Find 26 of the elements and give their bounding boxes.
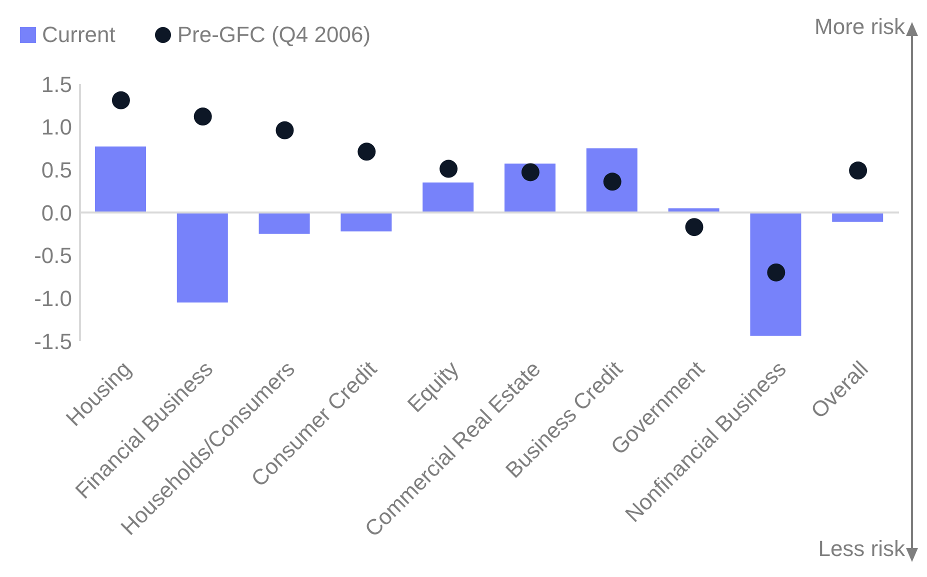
point	[440, 160, 458, 178]
y-tick-label: 1.5	[41, 72, 72, 97]
bar	[422, 182, 474, 212]
y-tick-label: -0.5	[34, 243, 72, 268]
bar	[340, 212, 392, 232]
y-tick-label: -1.0	[34, 286, 72, 311]
point	[358, 142, 376, 161]
bar	[95, 146, 146, 212]
legend-label: Pre-GFC (Q4 2006)	[176, 22, 371, 48]
point	[521, 163, 540, 182]
point	[276, 121, 294, 140]
text: More risk	[810, 14, 905, 40]
y-tick-label: 0.5	[41, 157, 72, 182]
point	[767, 263, 786, 282]
bar	[258, 212, 310, 234]
bar	[176, 212, 228, 302]
y-tick-label: -1.5	[34, 328, 72, 354]
legend-label: Current	[41, 22, 116, 48]
point	[849, 162, 868, 180]
point	[194, 108, 212, 126]
point	[685, 218, 704, 236]
text: Less risk	[814, 536, 905, 562]
y-tick-label: 1.0	[41, 114, 72, 140]
point	[112, 91, 130, 110]
bar	[750, 212, 802, 336]
y-tick-label: 0.0	[41, 200, 72, 226]
